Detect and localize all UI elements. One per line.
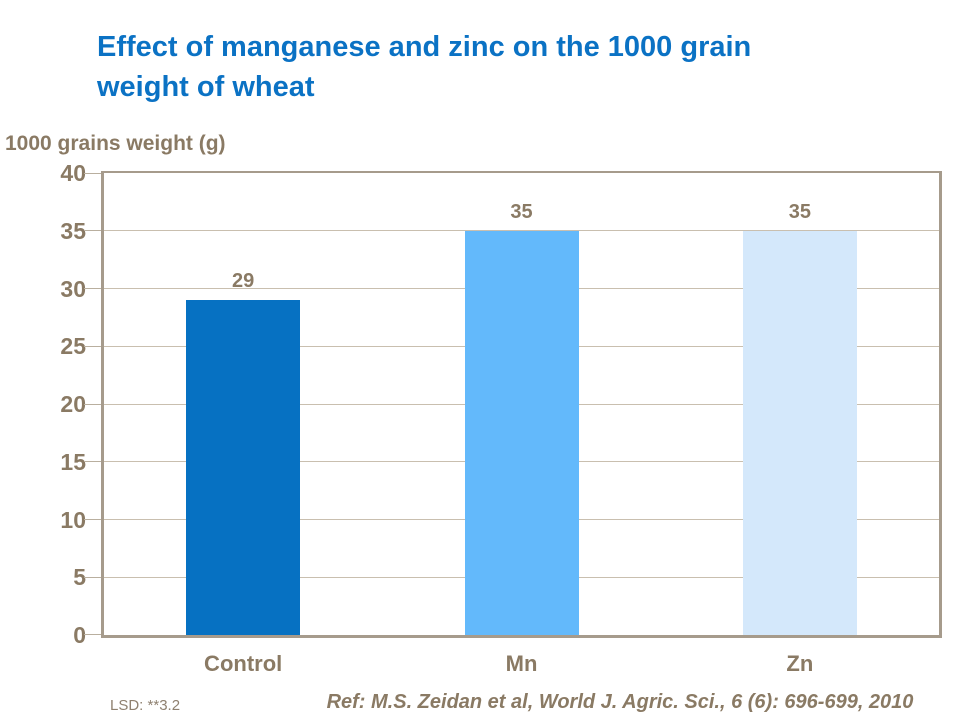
x-category-label-control: Control: [204, 651, 283, 676]
y-tick-mark-5: [84, 576, 101, 578]
y-tick-mark-15: [84, 461, 101, 463]
y-tick-label-10: 10: [60, 506, 86, 533]
y-tick-label-20: 20: [60, 391, 86, 417]
y-tick-label-25: 25: [60, 333, 86, 360]
bar-value-label-zn: 35: [788, 200, 811, 223]
chart-title-line2: weight of wheat: [97, 71, 315, 103]
y-tick-mark-35: [84, 230, 101, 232]
x-axis-labels: Control Mn Zn: [104, 651, 939, 681]
y-axis-title: 1000 grains weight (g): [5, 132, 226, 155]
chart-title: Effect of manganese and zinc on the 1000…: [97, 27, 857, 107]
y-tick-mark-20: [84, 403, 101, 405]
reference-citation: Ref: M.S. Zeidan et al, World J. Agric. …: [326, 691, 914, 713]
y-tick-mark-40: [84, 173, 101, 174]
bar-control: [186, 300, 301, 635]
bar-mn: [464, 230, 579, 635]
chart-title-line1: Effect of manganese and zinc on the 1000…: [97, 31, 752, 63]
y-tick-mark-10: [84, 519, 101, 520]
bar-zn: [742, 230, 857, 635]
y-tick-mark-0: [84, 634, 101, 635]
y-tick-label-35: 35: [60, 217, 86, 244]
bar-value-label-mn: 35: [510, 200, 533, 223]
y-tick-label-0: 0: [73, 622, 86, 648]
y-tick-label-5: 5: [73, 564, 86, 591]
y-axis-tick-labels: 0 5 10 15 20 25 30 35 40: [14, 160, 86, 648]
plot-area: 29 35 35: [84, 171, 942, 638]
y-tick-mark-30: [84, 288, 101, 289]
x-category-label-mn: Mn: [505, 651, 538, 676]
y-tick-mark-25: [84, 345, 101, 347]
y-tick-label-30: 30: [60, 275, 86, 302]
lsd-note: LSD: **3.2: [110, 697, 181, 714]
y-tick-label-40: 40: [60, 160, 86, 186]
bar-value-label-control: 29: [232, 270, 255, 293]
y-tick-label-15: 15: [60, 448, 86, 475]
x-category-label-zn: Zn: [786, 651, 814, 676]
